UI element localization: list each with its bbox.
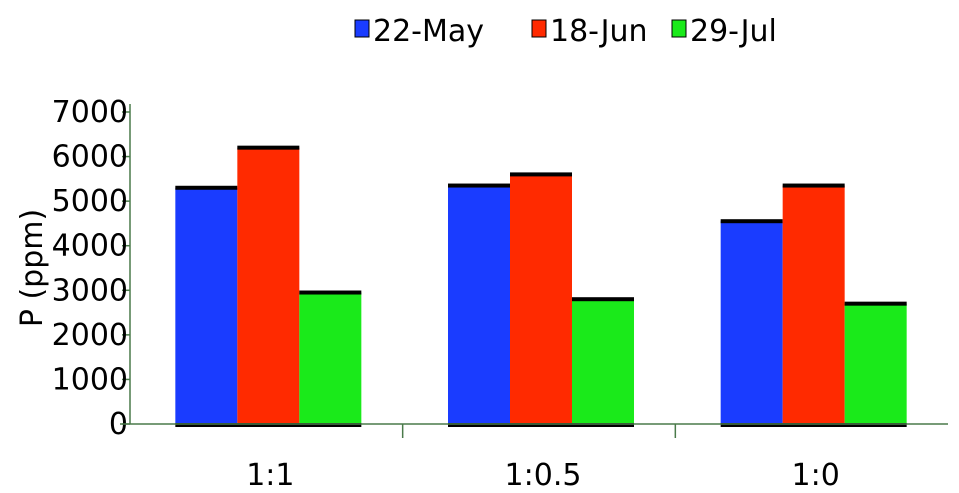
group-baseline <box>448 423 634 427</box>
x-axis-ticks <box>401 424 677 438</box>
bar <box>844 303 907 424</box>
bar <box>237 147 300 424</box>
y-tick-label: 0 <box>109 407 128 442</box>
group-baseline <box>720 423 907 427</box>
bar-cap <box>237 145 300 150</box>
x-category-label: 1:0 <box>792 458 840 493</box>
bar <box>782 185 845 424</box>
bar-cap <box>510 172 572 177</box>
legend-swatch <box>671 19 687 38</box>
bar <box>448 185 510 424</box>
bar-cap <box>720 219 783 224</box>
bar <box>175 187 238 424</box>
bar-cap <box>175 185 238 190</box>
x-axis-categories: 1:1 1:0.5 1:0 <box>246 458 840 493</box>
x-category-label: 1:1 <box>246 458 294 493</box>
legend: 22-May 18-Jun 29-Jul <box>354 14 777 49</box>
legend-label: 18-Jun <box>550 14 648 49</box>
legend-label: 22-May <box>373 14 484 49</box>
y-axis-ticks: 0 1000 2000 3000 4000 5000 6000 7000 <box>52 95 130 442</box>
legend-swatch <box>354 19 370 38</box>
y-tick-label: 2000 <box>52 318 128 353</box>
legend-swatch <box>531 19 547 38</box>
y-axis-title: P (ppm) <box>15 209 50 327</box>
bar <box>720 221 783 424</box>
bar <box>510 174 572 424</box>
bar-cap <box>299 290 362 295</box>
bar-cap <box>844 301 907 306</box>
bar <box>572 299 634 424</box>
y-tick-label: 5000 <box>52 184 128 219</box>
bar-cap <box>782 183 845 188</box>
bar-cap <box>448 183 510 188</box>
bar <box>299 292 362 424</box>
y-tick-label: 6000 <box>52 140 128 175</box>
y-tick-label: 3000 <box>52 273 128 308</box>
y-tick-label: 1000 <box>52 362 128 397</box>
bar-cap <box>572 297 634 302</box>
y-tick-label: 4000 <box>52 229 128 264</box>
group-baseline <box>175 423 362 427</box>
legend-label: 29-Jul <box>690 14 777 49</box>
bars <box>175 145 907 427</box>
y-tick-label: 7000 <box>52 95 128 130</box>
x-category-label: 1:0.5 <box>505 458 582 493</box>
